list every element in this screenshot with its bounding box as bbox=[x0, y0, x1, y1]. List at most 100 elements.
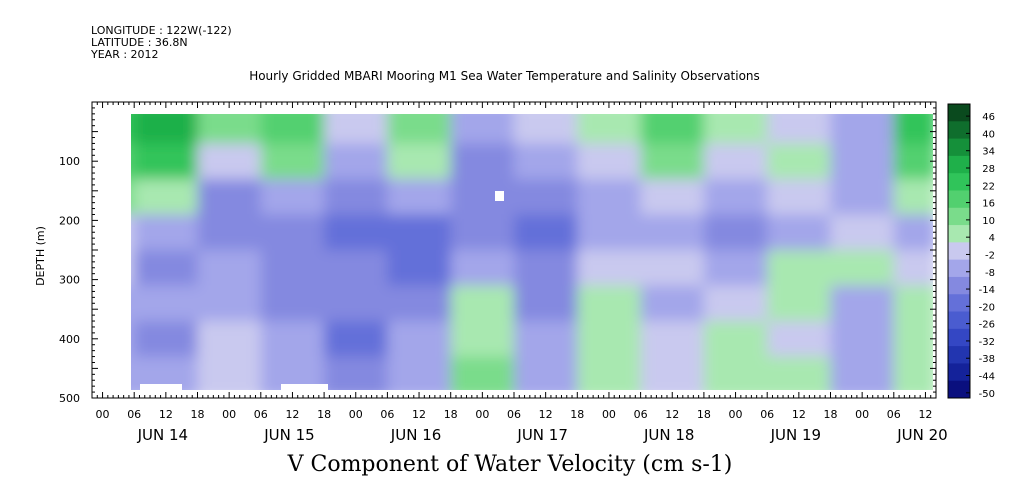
y-tick-label: 300 bbox=[59, 274, 80, 287]
heatmap-cell bbox=[260, 321, 326, 358]
colorbar-swatch bbox=[948, 311, 970, 330]
heatmap-cell bbox=[640, 356, 705, 390]
heatmap-cell bbox=[640, 114, 705, 145]
heatmap-cell bbox=[703, 143, 769, 180]
y-axis-label: DEPTH (m) bbox=[34, 226, 47, 286]
x-day-label: JUN 16 bbox=[390, 426, 441, 444]
heatmap-cell bbox=[450, 321, 515, 358]
heatmap-cell bbox=[134, 114, 199, 145]
colorbar-label: 4 bbox=[989, 233, 995, 244]
y-tick-label: 400 bbox=[59, 333, 80, 346]
year-label: YEAR : 2012 bbox=[91, 48, 159, 61]
x-day-label: JUN 15 bbox=[263, 426, 314, 444]
heatmap-cell bbox=[703, 214, 769, 251]
colorbar-label: -38 bbox=[979, 354, 995, 365]
colorbar-label: -26 bbox=[979, 320, 995, 331]
heatmap-cell bbox=[134, 214, 199, 251]
colorbar-swatch bbox=[948, 138, 970, 157]
heatmap-cell bbox=[640, 143, 705, 180]
y-axis: 100 200 300 400 500 bbox=[59, 101, 936, 405]
heatmap-cell bbox=[324, 178, 389, 216]
heatmap-cell bbox=[767, 356, 832, 390]
x-tick-label: 12 bbox=[412, 408, 426, 421]
heatmap-cell bbox=[830, 321, 895, 358]
heatmap-cell bbox=[767, 214, 832, 251]
heatmap-cell bbox=[324, 250, 389, 287]
heatmap-cell bbox=[450, 250, 515, 287]
x-tick-label: 00 bbox=[475, 408, 489, 421]
heatmap-cell bbox=[640, 321, 705, 358]
colorbar-swatch bbox=[948, 190, 970, 209]
heatmap-cell bbox=[131, 214, 136, 251]
latitude-label: LATITUDE : 36.8N bbox=[91, 36, 188, 49]
heatmap-cell bbox=[197, 250, 262, 287]
x-tick-label: 06 bbox=[760, 408, 774, 421]
heatmap-cell bbox=[131, 178, 136, 216]
colorbar-label: 10 bbox=[982, 216, 995, 227]
heatmap-cell bbox=[893, 214, 933, 251]
heatmap-cell bbox=[577, 321, 642, 358]
heatmap-cell bbox=[197, 114, 262, 145]
data-gap bbox=[495, 191, 504, 201]
colorbar-swatch bbox=[948, 242, 970, 261]
chart-subtitle: V Component of Water Velocity (cm s-1) bbox=[287, 452, 733, 477]
x-tick-label: 18 bbox=[444, 408, 458, 421]
colorbar-swatch bbox=[948, 380, 970, 399]
data-gap bbox=[140, 384, 182, 390]
heatmap-cell bbox=[450, 114, 515, 145]
x-tick-label: 12 bbox=[539, 408, 553, 421]
heatmap-cell bbox=[324, 143, 389, 180]
heatmap-cell bbox=[577, 356, 642, 390]
x-tick-label: 18 bbox=[317, 408, 331, 421]
heatmap-cell bbox=[830, 114, 895, 145]
heatmap-cell bbox=[767, 114, 832, 145]
x-tick-label: 12 bbox=[918, 408, 932, 421]
heatmap-cell bbox=[514, 250, 579, 287]
colorbar-swatch bbox=[948, 294, 970, 313]
colorbar-label: 40 bbox=[982, 129, 995, 140]
colorbar-swatch bbox=[948, 225, 970, 243]
heatmap-cell bbox=[577, 250, 642, 287]
heatmap-cell bbox=[830, 250, 895, 287]
colorbar-label: 34 bbox=[982, 147, 995, 158]
heatmap-cell bbox=[450, 178, 515, 216]
heatmap-cell bbox=[830, 214, 895, 251]
chart-title: Hourly Gridded MBARI Mooring M1 Sea Wate… bbox=[249, 69, 760, 83]
x-tick-label: 00 bbox=[222, 408, 236, 421]
y-tick-label: 500 bbox=[59, 392, 80, 405]
colorbar-swatch bbox=[948, 155, 970, 174]
x-tick-label: 12 bbox=[665, 408, 679, 421]
heatmap-cell bbox=[577, 285, 642, 323]
heatmap-cell bbox=[767, 321, 832, 358]
heatmap-cell bbox=[324, 114, 389, 145]
heatmap-cell bbox=[767, 143, 832, 180]
colorbar-swatch bbox=[948, 207, 970, 226]
x-tick-label: 12 bbox=[792, 408, 806, 421]
heatmap-cell bbox=[514, 114, 579, 145]
heatmap-cell bbox=[767, 250, 832, 287]
heatmap-cell bbox=[893, 143, 933, 180]
heatmap-cell bbox=[387, 114, 452, 145]
heatmap-cell bbox=[260, 250, 326, 287]
heatmap-cell bbox=[387, 356, 452, 390]
heatmap-cell bbox=[131, 143, 136, 180]
heatmap-cell bbox=[260, 143, 326, 180]
heatmap-cell bbox=[767, 285, 832, 323]
x-tick-label: 06 bbox=[254, 408, 268, 421]
heatmap-cell bbox=[387, 285, 452, 323]
heatmap-cell bbox=[893, 321, 933, 358]
x-tick-label: 18 bbox=[570, 408, 584, 421]
heatmap-cell bbox=[703, 114, 769, 145]
x-tick-label: 12 bbox=[159, 408, 173, 421]
colorbar: 46 40 34 28 22 16 10 4 -2 -8 -14 -20 -26 -32 -38 -44 -50 bbox=[947, 103, 995, 400]
heatmap-cell bbox=[387, 143, 452, 180]
heatmap-cell bbox=[577, 114, 642, 145]
x-tick-label: 06 bbox=[634, 408, 648, 421]
x-day-label: JUN 14 bbox=[137, 426, 188, 444]
heatmap-cell bbox=[893, 178, 933, 216]
x-tick-label: 00 bbox=[729, 408, 743, 421]
colorbar-label: -44 bbox=[979, 372, 995, 383]
heatmap-cell bbox=[450, 285, 515, 323]
heatmap-cell bbox=[131, 356, 136, 390]
heatmap-cell bbox=[893, 114, 933, 145]
